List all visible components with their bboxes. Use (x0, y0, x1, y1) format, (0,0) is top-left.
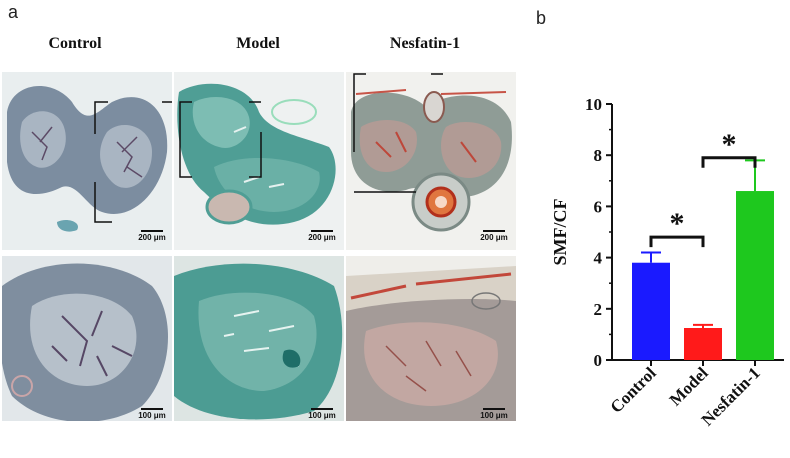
bar-control (632, 262, 670, 360)
y-tick-label: 4 (594, 249, 603, 268)
scale-bar-control-bottom: 100 μm (132, 408, 172, 420)
scale-label: 200 μm (480, 233, 508, 242)
micrograph-nesfatin-low-mag (346, 72, 516, 250)
significance-star: * (722, 128, 737, 161)
significance-bracket (701, 156, 757, 168)
scale-bar-model-bottom: 100 μm (302, 408, 342, 420)
column-title-nesfatin: Nesfatin-1 (389, 35, 461, 52)
scale-label: 200 μm (308, 233, 336, 242)
micrograph-nesfatin-high-mag (346, 256, 516, 421)
micrograph-model-high-mag (174, 256, 344, 421)
y-tick-label: 10 (585, 95, 602, 114)
y-tick-label: 0 (594, 351, 603, 370)
scale-bar-control-top: 200 μm (132, 230, 172, 242)
scale-bar-nesfatin-top: 200 μm (474, 230, 514, 242)
column-title-control: Control (48, 35, 102, 52)
bar-nesfatin-1 (736, 191, 774, 360)
panel-b-label: b (536, 8, 547, 28)
micrograph-control-high-mag (2, 256, 172, 421)
significance-star: * (670, 207, 685, 240)
y-tick-label: 6 (594, 197, 603, 216)
x-tick-label: Control (607, 363, 660, 416)
y-tick-label: 2 (594, 300, 603, 319)
scale-label: 100 μm (138, 411, 166, 420)
panel-a-label: a (8, 2, 19, 22)
column-title-model: Model (236, 35, 280, 52)
y-tick-label: 8 (594, 146, 603, 165)
scale-bar-nesfatin-bottom: 100 μm (474, 408, 514, 420)
micrograph-control-low-mag (2, 72, 172, 250)
scale-label: 100 μm (308, 411, 336, 420)
y-axis-label: SMF/CF (550, 199, 570, 266)
scale-bar-model-top: 200 μm (302, 230, 342, 242)
scale-label: 100 μm (480, 411, 508, 420)
bar-model (684, 328, 722, 360)
micrograph-model-low-mag (174, 72, 344, 250)
significance-bracket (649, 235, 705, 248)
x-tick-label: Model (666, 363, 712, 409)
scale-label: 200 μm (138, 233, 166, 242)
